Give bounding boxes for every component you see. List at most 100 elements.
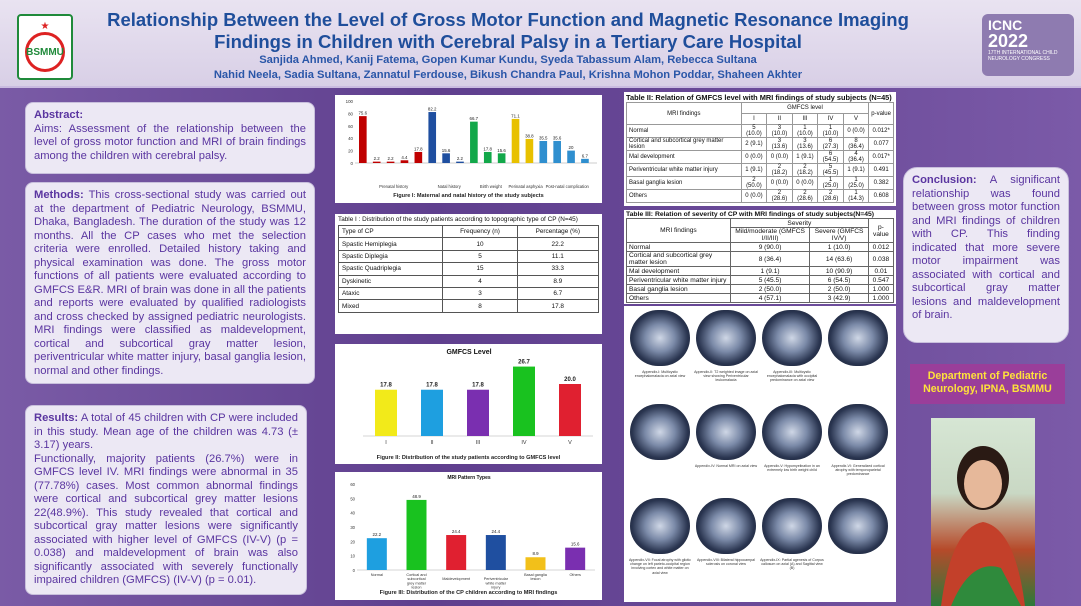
table-cell: Normal	[626, 242, 731, 252]
mri-caption: Appendix-VII: Focal atrophy with gliotic…	[629, 558, 691, 575]
fig1-bar	[359, 116, 367, 163]
table-cell: Mal development	[626, 266, 731, 276]
table-cell: Normal	[626, 124, 742, 138]
fig1-y-tick: 40	[348, 136, 353, 141]
table-2-level-cell: V	[842, 113, 870, 125]
table-row: Cortical and subcortical grey matter les…	[626, 137, 894, 151]
table-cell: 0 (0.0)	[766, 150, 793, 164]
table-cell: 10 (90.9)	[809, 266, 869, 276]
fig3-category-label: Basal ganglia lesion	[524, 573, 548, 581]
fig1-bar-value: 4.4	[401, 155, 408, 160]
table-1-body: Spastic Hemiplegia 10 22.2 Spastic Diplegia…	[337, 237, 600, 313]
fig3-bar-value: 15.6	[571, 542, 580, 547]
mri-brain-image	[696, 498, 756, 554]
fig1-group-label: Prenatal history	[379, 184, 409, 189]
table-row: Mal development 1 (9.1) 10 (90.9) 0.01	[626, 266, 895, 276]
table-cell: 3	[442, 286, 518, 301]
fig3-y-tick: 0	[353, 568, 356, 573]
mri-brain-image	[630, 310, 690, 366]
table-cell: 0 (0.0)	[842, 124, 870, 138]
fig1-bar	[386, 161, 395, 163]
fig2-category-label: IV	[521, 440, 527, 446]
table-3: MRI findings Severity p-value Mild/moder…	[626, 218, 895, 303]
fig2-category-label: V	[568, 440, 572, 446]
table-row: Others 4 (57.1) 3 (42.9) 1.000	[626, 293, 895, 303]
table-row: Others 0 (0.0) 2 (28.6) 2 (28.6) 2 (28.6) 1 (…	[626, 189, 894, 203]
fig3-bar	[525, 557, 546, 570]
table-1-panel: Table I : Distribution of the study pati…	[335, 214, 602, 334]
table-cell: 0 (0.0)	[791, 176, 819, 190]
table-cell: Basal ganglia lesion	[626, 176, 742, 190]
table-cell: 0.038	[867, 251, 895, 267]
table-row: Normal 9 (90.0) 1 (10.0) 0.012	[626, 242, 895, 252]
table-cell: 1.000	[867, 293, 895, 303]
mri-caption: Appendix-I: Multicystic encephalomalacia…	[634, 370, 686, 379]
fig2-bar	[375, 389, 397, 436]
mri-caption: Appendix-IV: Normal MRI on axial view	[694, 464, 758, 468]
table-2-title: Table II: Relation of GMFCS level with M…	[626, 93, 892, 102]
fig1-y-tick: 0	[351, 161, 354, 166]
table-cell: 3 (13.6)	[766, 137, 793, 151]
fig1-bar	[456, 161, 464, 163]
fig2-bar-value: 17.8	[380, 383, 392, 389]
methods-heading: Methods:	[34, 189, 84, 201]
results-heading: Results:	[34, 412, 79, 424]
conference-subtitle: 17TH INTERNATIONAL CHILD NEUROLOGY CONGR…	[988, 50, 1058, 62]
table-cell: 1 (25.0)	[842, 176, 870, 190]
table-cell: Cortical and subcortical grey matter les…	[626, 251, 731, 267]
results-paragraph-1: A total of 45 children with CP were incl…	[34, 412, 298, 451]
table-cell: 5	[442, 249, 518, 264]
table-row: Spastic Quadriplegia 15 33.3	[337, 262, 600, 276]
fig1-bar-value: 15.6	[442, 148, 451, 153]
table-row: Mixed 8 17.8	[337, 299, 600, 313]
figure-1-caption: Figure I: Maternal and natal history of …	[393, 193, 544, 199]
table-cell: Cortical and subcortical grey matter les…	[626, 137, 742, 151]
mri-caption: Appendix-IX: Partial agenesis of Corpus …	[760, 558, 824, 571]
table-3-header-pvalue: p-value	[867, 218, 895, 243]
fig3-bar-value: 8.9	[532, 551, 539, 556]
table-3-header-mri: MRI findings	[626, 218, 731, 243]
figure-3-caption: Figure III: Distribution of the CP child…	[379, 590, 558, 596]
methods-box: Methods: This cross-sectional study was …	[25, 182, 315, 384]
mri-caption: Appendix-II: T2 weighted image on axial …	[694, 370, 758, 383]
presenter-photo-art	[941, 446, 1025, 606]
fig1-bar	[428, 112, 437, 163]
fig1-bar	[414, 151, 423, 163]
table-cell: 2 (18.2)	[791, 163, 819, 177]
table-cell: 0.017*	[868, 150, 894, 164]
mri-brain-image	[828, 310, 888, 366]
table-cell: 9 (90.0)	[729, 242, 811, 252]
fig2-category-label: II	[430, 440, 434, 446]
fig1-bar	[483, 151, 492, 163]
mri-images-panel: Appendix-I: Multicystic encephalomalacia…	[624, 306, 896, 602]
title-line-2: Findings in Children with Cerebral Palsy…	[214, 31, 802, 52]
table-2-header-mri: MRI findings	[626, 102, 742, 125]
fig2-bar-value: 20.0	[564, 377, 576, 383]
table-1-header-cell: Type of CP	[337, 224, 444, 239]
table-cell: Basal ganglia lesion	[626, 284, 731, 294]
fig2-bar-value: 17.8	[472, 383, 484, 389]
fig1-bar-value: 15.6	[497, 148, 506, 153]
authors-line-1: Sanjida Ahmed, Kanij Fatema, Gopen Kumar…	[259, 54, 757, 66]
fig1-bar	[442, 153, 450, 163]
fig1-bar-value: 2.2	[387, 156, 394, 161]
fig3-category-label: Others	[569, 573, 580, 577]
mri-caption: Appendix-VIII: Bilateral hippocampal scl…	[697, 558, 755, 567]
table-cell: 2 (28.6)	[766, 189, 793, 203]
fig1-bar	[372, 161, 381, 163]
table-row: Spastic Diplegia 5 11.1	[337, 249, 600, 264]
table-cell: 1.000	[867, 284, 895, 294]
mri-brain-image	[630, 498, 690, 554]
table-row: Periventricular white matter injury 1 (9.…	[626, 163, 894, 177]
fig1-bar	[511, 118, 520, 163]
table-2-levels-row: I II III IV V	[627, 113, 894, 125]
table-cell: 6.7	[516, 286, 600, 301]
table-cell: 1 (9.1)	[842, 163, 870, 177]
fig3-category-label: Normal	[371, 573, 383, 577]
fig1-group-label: Post-natal complication	[546, 184, 590, 189]
mri-caption: Appendix-VI: Generalized cortical atroph…	[831, 464, 885, 477]
fig3-category-label: Periventricular white matter injury	[484, 577, 509, 589]
table-cell: 2 (50.0)	[740, 176, 768, 190]
fig3-y-tick: 50	[350, 496, 355, 501]
fig3-y-tick: 20	[350, 539, 355, 544]
